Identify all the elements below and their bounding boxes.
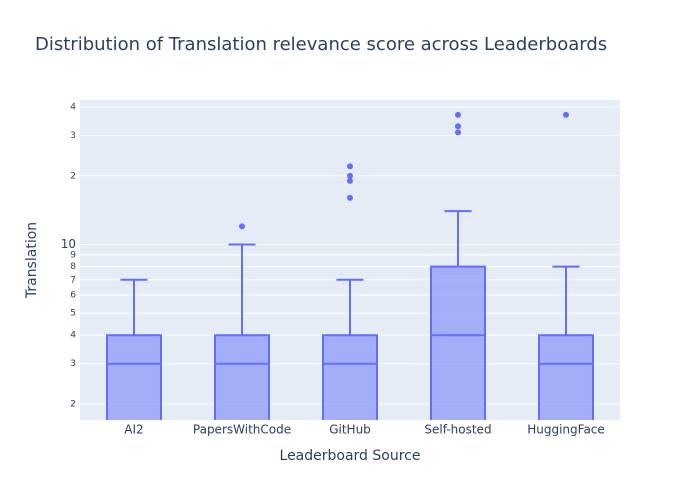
x-tick-label: PapersWithCode (193, 423, 291, 437)
y-tick-label: 8 (70, 262, 76, 272)
box (214, 334, 270, 420)
y-tick-label: 2 (70, 399, 76, 409)
y-tick-label: 9 (70, 250, 76, 260)
outlier (239, 223, 245, 230)
y-tick-label: 2 (70, 171, 76, 181)
box (430, 265, 486, 420)
y-tick-label: 4 (70, 331, 76, 341)
y-tick-label: 3 (70, 131, 76, 141)
y-tick-label: 10 (61, 237, 76, 251)
y-tick-label: 5 (70, 309, 76, 319)
y-tick-label: 7 (70, 275, 76, 285)
box (538, 334, 594, 420)
outlier (455, 129, 461, 136)
x-tick-label: Self-hosted (424, 423, 491, 437)
outlier (455, 123, 461, 130)
outlier (347, 194, 353, 201)
x-tick-label: GitHub (329, 423, 371, 437)
box (106, 334, 162, 420)
box (322, 334, 378, 420)
outlier (347, 172, 353, 179)
x-tick-label: HuggingFace (527, 423, 605, 437)
y-axis-title: Translation (24, 222, 40, 299)
x-tick-label: AI2 (124, 423, 143, 437)
y-tick-label: 3 (70, 359, 76, 369)
outlier (347, 177, 353, 184)
outlier (563, 111, 569, 118)
outlier (455, 111, 461, 118)
y-tick-label: 4 (70, 103, 76, 113)
marks (106, 111, 594, 420)
outlier (347, 163, 353, 170)
chart-title: Distribution of Translation relevance sc… (35, 34, 607, 55)
y-tick-label: 6 (70, 291, 76, 301)
x-axis-title: Leaderboard Source (280, 448, 421, 464)
